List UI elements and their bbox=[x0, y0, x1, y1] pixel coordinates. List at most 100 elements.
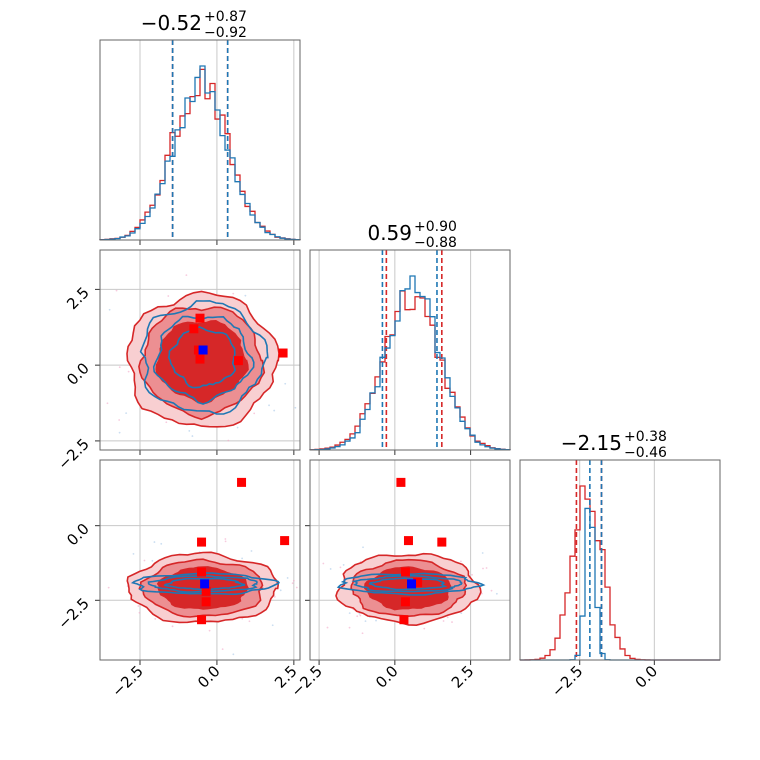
scatter-point bbox=[143, 559, 146, 562]
histogram-red-p2 bbox=[519, 485, 720, 661]
scatter-point bbox=[481, 552, 484, 554]
scatter-point bbox=[348, 612, 351, 615]
scatter-point bbox=[232, 653, 235, 656]
panel-frame bbox=[519, 459, 721, 661]
x-tick-label: −2.5 bbox=[108, 662, 146, 700]
scatter-point bbox=[253, 412, 256, 415]
scatter-point bbox=[485, 567, 488, 569]
red-marker bbox=[195, 354, 205, 364]
blue-contour-line bbox=[152, 315, 255, 405]
frame-layer bbox=[95, 39, 721, 665]
scatter-point bbox=[446, 616, 449, 619]
red-marker bbox=[189, 324, 199, 334]
blue-contour-line bbox=[163, 577, 246, 591]
scatter-point bbox=[138, 611, 141, 614]
scatter-point bbox=[108, 308, 111, 311]
scatter-point bbox=[137, 605, 140, 607]
red-marker bbox=[201, 586, 211, 596]
x-tick-label: 0.0 bbox=[372, 662, 402, 692]
red-marker bbox=[233, 356, 243, 366]
scatter-point bbox=[329, 568, 332, 570]
blue-contour-line bbox=[139, 300, 269, 415]
scatter-point bbox=[348, 626, 351, 629]
scatter-point bbox=[482, 567, 484, 570]
scatter-point bbox=[271, 624, 274, 627]
red-marker bbox=[201, 597, 211, 607]
scatter-point bbox=[250, 550, 253, 552]
scatter-point bbox=[451, 621, 453, 623]
scatter-point bbox=[151, 559, 154, 562]
red-contour-line bbox=[138, 558, 264, 618]
red-marker bbox=[396, 477, 406, 487]
scatter-point bbox=[232, 292, 235, 295]
scatter-point bbox=[460, 560, 462, 563]
red-marker bbox=[193, 345, 203, 355]
panel-frame bbox=[309, 249, 511, 451]
red-marker bbox=[278, 348, 288, 358]
scatter-point bbox=[460, 612, 463, 615]
scatter-point bbox=[167, 295, 170, 297]
scatter-point bbox=[273, 409, 276, 412]
scatter-point bbox=[273, 595, 276, 598]
scatter-point bbox=[322, 562, 325, 565]
red-marker bbox=[400, 597, 410, 607]
scatter-point bbox=[361, 632, 364, 635]
x-tick-label: 2.5 bbox=[448, 662, 478, 692]
histogram-blue-p1 bbox=[309, 275, 511, 451]
x-tick-label: 0.0 bbox=[194, 662, 224, 692]
scatter-point bbox=[362, 546, 364, 549]
blue-marker bbox=[198, 345, 208, 355]
histogram-red-p0 bbox=[99, 68, 301, 241]
scatter-point bbox=[279, 589, 282, 592]
scatter-point bbox=[471, 573, 473, 576]
scatter-point bbox=[171, 625, 174, 628]
scatter-point bbox=[106, 402, 109, 405]
blue-marker bbox=[407, 579, 417, 589]
scatter-point bbox=[356, 615, 359, 618]
panel-frame bbox=[99, 39, 301, 241]
red-marker bbox=[237, 477, 247, 487]
x-tick-label: 0.0 bbox=[632, 662, 662, 692]
panel-frame bbox=[99, 459, 301, 661]
scatter-point bbox=[326, 626, 329, 629]
red-marker bbox=[195, 313, 205, 323]
scatter-point bbox=[224, 540, 227, 543]
scatter-point bbox=[132, 552, 135, 555]
marker-layer bbox=[189, 313, 447, 625]
scatter-point bbox=[295, 586, 298, 589]
red-marker bbox=[197, 537, 207, 547]
scatter-point bbox=[286, 577, 289, 579]
scatter-point bbox=[118, 431, 121, 434]
y-tick-label: 2.5 bbox=[63, 283, 93, 313]
panel-frame bbox=[99, 249, 301, 451]
blue-contour-line bbox=[167, 326, 236, 389]
title-median-2: −2.15 bbox=[561, 431, 622, 455]
blue-contour-line bbox=[336, 572, 486, 596]
scatter-point bbox=[423, 627, 426, 630]
scatter-point bbox=[291, 582, 294, 585]
title-lower-2: −0.46 bbox=[624, 445, 667, 461]
red-marker bbox=[403, 536, 413, 546]
scatter-point bbox=[364, 620, 367, 623]
y-tick-label: −2.5 bbox=[54, 594, 92, 632]
blue-contour-line bbox=[351, 575, 463, 593]
scatter-point bbox=[107, 586, 110, 589]
red-marker bbox=[399, 615, 409, 625]
scatter-point bbox=[244, 294, 247, 297]
blue-contour-line bbox=[368, 577, 448, 591]
scatter-point bbox=[154, 618, 157, 620]
scatter-point bbox=[236, 426, 239, 429]
blue-contour-line bbox=[147, 574, 258, 593]
scatter-point bbox=[490, 589, 493, 592]
red-marker bbox=[413, 577, 423, 587]
scatter-point bbox=[294, 406, 297, 409]
red-marker bbox=[437, 537, 447, 547]
red-marker bbox=[280, 536, 290, 546]
scatter-point bbox=[375, 619, 377, 622]
scatter-point bbox=[227, 439, 230, 442]
red-contour-line bbox=[155, 319, 249, 404]
scatter-point bbox=[359, 614, 362, 617]
title-upper-0: +0.87 bbox=[204, 9, 247, 25]
title-lower-0: −0.92 bbox=[204, 25, 247, 41]
